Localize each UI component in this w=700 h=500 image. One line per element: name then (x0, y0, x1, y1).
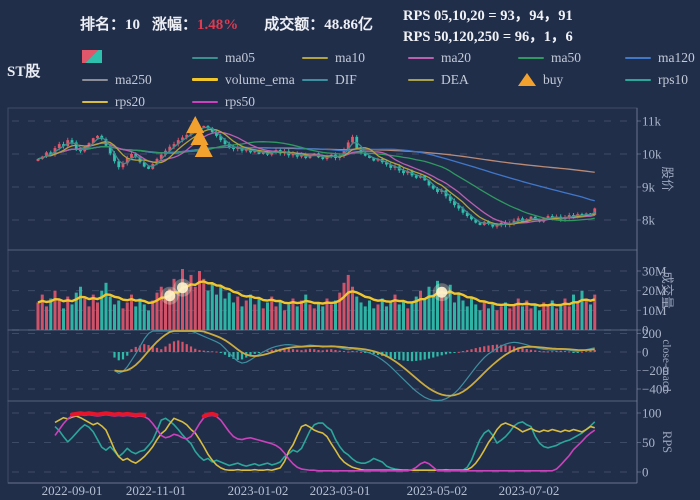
rps-summary: RPS 05,10,20 = 93，94，91 RPS 50,120,250 =… (403, 6, 573, 48)
legend-item-ma05[interactable]: ma05 (192, 50, 255, 65)
svg-text:2023-07-02: 2023-07-02 (499, 483, 560, 498)
legend-item-DIF[interactable]: DIF (302, 72, 357, 87)
rank-label: 排名： (80, 17, 126, 33)
legend-label: ma05 (225, 50, 255, 65)
line-swatch-icon (82, 78, 108, 81)
legend-label: rps50 (225, 94, 255, 109)
legend-item-ma20[interactable]: ma20 (408, 50, 471, 65)
legend-label: ma10 (335, 50, 365, 65)
svg-text:100: 100 (642, 406, 662, 421)
line-swatch-icon (302, 56, 328, 59)
header-stats: 排名：10 涨幅：1.48% 成交额：48.86亿 (80, 13, 373, 34)
line-swatch-icon (192, 56, 218, 59)
line-swatch-icon (302, 78, 328, 81)
legend-item-rps50[interactable]: rps50 (192, 94, 255, 109)
line-swatch-icon (408, 78, 434, 81)
svg-text:50: 50 (642, 435, 655, 450)
legend-item-ma250[interactable]: ma250 (82, 72, 152, 87)
legend-item-ma120[interactable]: ma120 (625, 50, 695, 65)
legend-item-ma10[interactable]: ma10 (302, 50, 365, 65)
line-swatch-icon (625, 78, 651, 81)
turnover-label: 成交额： (264, 17, 325, 33)
svg-text:0: 0 (642, 323, 649, 338)
svg-text:−400: −400 (642, 382, 669, 397)
legend-label: buy (543, 72, 564, 87)
candlestick-icon (82, 50, 102, 63)
svg-text:11k: 11k (642, 114, 662, 129)
svg-text:200: 200 (642, 326, 662, 341)
legend-label: DIF (335, 72, 357, 87)
legend-item-rps10[interactable]: rps10 (625, 72, 688, 87)
svg-text:30M: 30M (642, 263, 667, 278)
legend-label: ma250 (115, 72, 152, 87)
svg-text:9k: 9k (642, 180, 656, 195)
legend-label: DEA (441, 72, 469, 87)
line-swatch-icon (192, 78, 218, 81)
svg-text:10M: 10M (642, 303, 667, 318)
line-swatch-icon (82, 100, 108, 103)
chart-title: ST股 (7, 64, 41, 80)
legend-item-candlestick[interactable] (82, 50, 109, 63)
svg-text:0: 0 (642, 465, 649, 480)
svg-text:8k: 8k (642, 213, 656, 228)
rank-value: 10 (125, 17, 141, 33)
legend-label: ma20 (441, 50, 471, 65)
svg-text:2023-05-02: 2023-05-02 (407, 483, 468, 498)
svg-text:RPS: RPS (660, 431, 674, 453)
line-swatch-icon (625, 56, 651, 59)
legend-item-DEA[interactable]: DEA (408, 72, 469, 87)
legend-label: rps20 (115, 94, 145, 109)
legend-label: rps10 (658, 72, 688, 87)
svg-text:close-macd: close-macd (660, 339, 672, 392)
legend-label: volume_ema (225, 72, 295, 87)
turnover-value: 48.86亿 (324, 17, 374, 33)
svg-text:股价: 股价 (660, 166, 674, 192)
svg-text:2023-01-02: 2023-01-02 (228, 483, 289, 498)
rps-line-1: RPS 05,10,20 = 93，94，91 (403, 8, 573, 24)
rps-line-2: RPS 50,120,250 = 96，1，6 (403, 29, 573, 45)
change-value: 1.48% (197, 17, 239, 33)
line-swatch-icon (408, 56, 434, 59)
line-swatch-icon (518, 56, 544, 59)
svg-text:2022-11-01: 2022-11-01 (126, 483, 186, 498)
legend-item-rps20[interactable]: rps20 (82, 94, 145, 109)
buy-triangle-icon (518, 73, 536, 86)
legend-item-volume_ema[interactable]: volume_ema (192, 72, 295, 87)
svg-text:20M: 20M (642, 283, 667, 298)
legend-item-buy[interactable]: buy (518, 72, 563, 87)
line-swatch-icon (192, 100, 218, 103)
legend-label: ma120 (658, 50, 695, 65)
svg-text:−200: −200 (642, 363, 669, 378)
svg-text:2023-03-01: 2023-03-01 (310, 483, 371, 498)
svg-text:成交量: 成交量 (660, 271, 675, 309)
svg-text:2022-09-01: 2022-09-01 (42, 483, 103, 498)
legend-item-ma50[interactable]: ma50 (518, 50, 581, 65)
legend-label: ma50 (551, 50, 581, 65)
svg-text:10k: 10k (642, 147, 662, 162)
svg-text:0: 0 (642, 345, 649, 360)
change-label: 涨幅： (152, 17, 198, 33)
